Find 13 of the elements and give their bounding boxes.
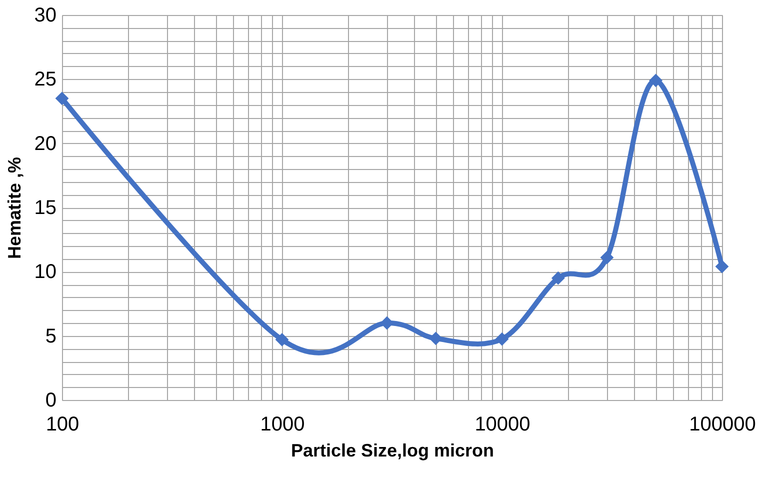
x-axis-title: Particle Size,log micron <box>290 440 494 460</box>
x-tick-label: 10000 <box>474 414 530 436</box>
y-tick-label: 10 <box>34 261 56 284</box>
y-axis-title: Hematite ,% <box>4 156 24 260</box>
y-tick-label: 30 <box>34 4 56 26</box>
x-tick-label: 100 <box>46 414 80 436</box>
y-tick-label: 25 <box>34 68 56 91</box>
y-tick-label: 5 <box>45 325 56 348</box>
y-tick-label: 0 <box>45 390 56 412</box>
x-tick-label: 1000 <box>260 414 305 436</box>
y-tick-label: 15 <box>34 197 56 219</box>
x-tick-label: 100000 <box>689 414 756 436</box>
y-tick-label: 20 <box>34 132 56 155</box>
